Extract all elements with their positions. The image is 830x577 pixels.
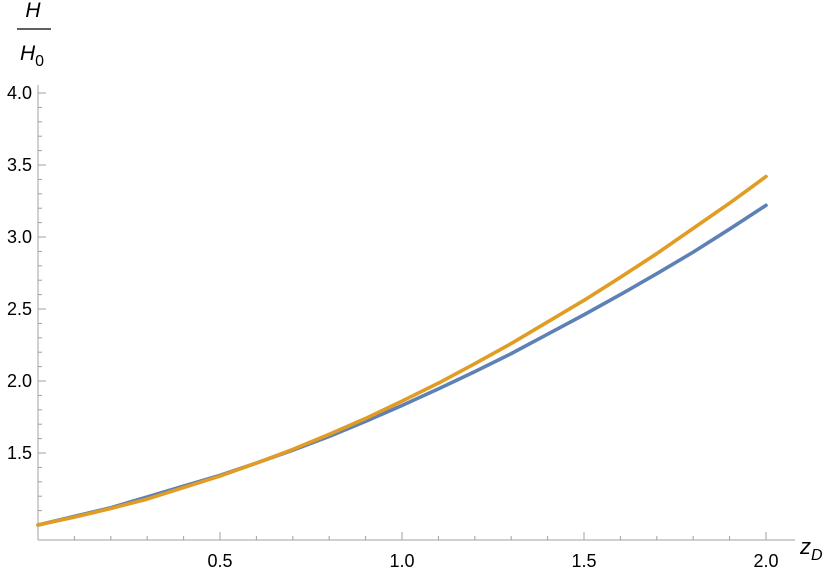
y-tick-label: 4.0 <box>7 83 32 103</box>
x-axis-label-subscript: D <box>811 547 823 564</box>
x-tick-label: 2.0 <box>753 551 778 571</box>
y-tick-label: 3.0 <box>7 227 32 247</box>
series-group <box>36 174 768 527</box>
x-axis-label: zD <box>799 534 823 564</box>
x-tick-label: 1.5 <box>571 551 596 571</box>
y-tick-label: 3.5 <box>7 155 32 175</box>
x-tick-label: 0.5 <box>207 551 232 571</box>
tick-labels: 0.5 1.0 1.5 2.0 1.5 2.0 2.5 3.0 3.5 4.0 <box>7 83 779 571</box>
series-line-2 <box>36 174 768 527</box>
y-axis-label-denominator: H0 <box>20 42 44 70</box>
y-tick-label: 2.5 <box>7 299 32 319</box>
y-axis-label-denominator-subscript: 0 <box>35 53 44 70</box>
y-axis-label: H H0 <box>17 0 51 70</box>
y-tick-label: 1.5 <box>7 443 32 463</box>
ticks <box>38 92 767 540</box>
y-axis-label-denominator-base: H <box>20 42 36 65</box>
x-axis-label-base: z <box>799 534 811 559</box>
series-line-1 <box>36 203 768 527</box>
y-axis-label-numerator: H <box>25 0 41 22</box>
x-tick-label: 1.0 <box>389 551 414 571</box>
y-tick-label: 2.0 <box>7 371 32 391</box>
